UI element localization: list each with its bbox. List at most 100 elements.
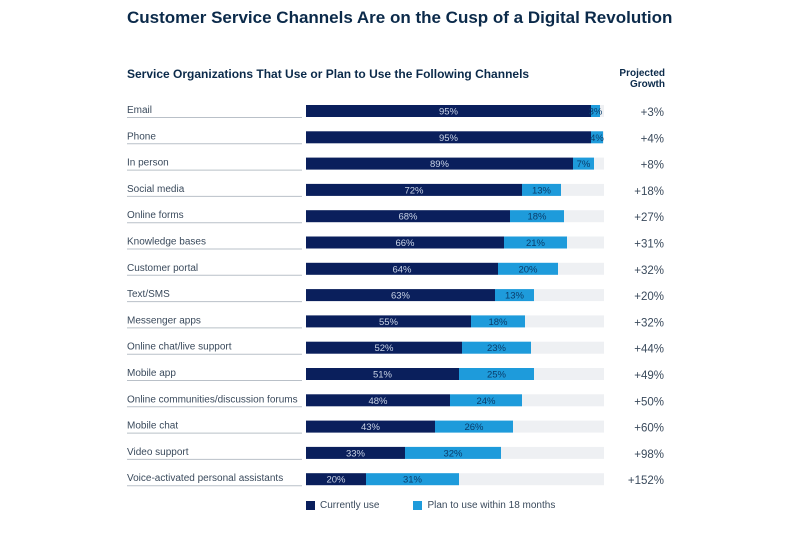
bar-current-text-sms (306, 289, 495, 302)
category-label-online-communities-discussion-forums: Online communities/discussion forums (127, 394, 298, 405)
category-label-messenger-apps: Messenger apps (127, 315, 201, 326)
category-label-email: Email (127, 105, 152, 116)
bar-current-mobile-app (306, 368, 459, 380)
chart-title: Customer Service Channels Are on the Cus… (127, 8, 673, 27)
value-label-current-online-forms: 68% (398, 212, 418, 223)
value-label-current-voice-activated-personal-assistants: 20% (326, 475, 346, 486)
value-label-plan-online-forms: 18% (527, 212, 547, 223)
legend-label-plan: Plan to use within 18 months (427, 500, 556, 511)
bar-current-customer-portal (306, 262, 498, 275)
legend-item-plan: Plan to use within 18 months (413, 500, 555, 511)
category-label-online-chat-live-support: Online chat/live support (127, 342, 232, 353)
legend-swatch-plan (413, 501, 423, 510)
category-label-customer-portal: Customer portal (127, 263, 198, 274)
projected-growth-mobile-chat: +60% (634, 423, 664, 435)
legend-swatch-current (306, 501, 315, 510)
value-label-plan-online-communities-discussion-forums: 24% (476, 396, 496, 407)
category-label-in-person: In person (127, 158, 169, 169)
bar-current-messenger-apps (306, 315, 471, 328)
category-label-mobile-chat: Mobile chat (127, 421, 178, 432)
bar-plan-mobile-app (459, 368, 534, 380)
bar-current-phone (306, 131, 591, 144)
value-label-plan-customer-portal: 20% (518, 264, 538, 275)
projected-growth-text-sms: +20% (634, 291, 664, 303)
value-label-plan-mobile-app: 25% (487, 370, 507, 381)
value-label-current-phone: 95% (439, 133, 459, 144)
value-label-plan-mobile-chat: 26% (464, 422, 484, 433)
bar-plan-messenger-apps (471, 315, 525, 328)
value-label-plan-in-person: 7% (577, 159, 591, 170)
value-label-current-knowledge-bases: 66% (395, 238, 415, 249)
value-label-plan-phone: 4% (590, 133, 604, 144)
value-label-current-mobile-app: 51% (373, 370, 393, 381)
legend-item-current: Currently use (306, 500, 379, 511)
bar-plan-social-media (522, 183, 561, 196)
bar-plan-email (591, 105, 600, 117)
bar-current-online-forms (306, 210, 510, 223)
category-label-knowledge-bases: Knowledge bases (127, 237, 206, 248)
bar-plan-mobile-chat (435, 420, 513, 433)
legend-label-current: Currently use (320, 500, 380, 511)
value-label-plan-messenger-apps: 18% (488, 317, 508, 328)
value-label-plan-knowledge-bases: 21% (526, 238, 546, 249)
projected-growth-email: +3% (641, 107, 664, 119)
category-label-phone: Phone (127, 131, 156, 142)
bar-current-online-communities-discussion-forums (306, 394, 450, 407)
projected-growth-social-media: +18% (634, 186, 664, 198)
projected-growth-header-line2: Growth (630, 79, 665, 90)
bar-current-mobile-chat (306, 420, 435, 433)
value-label-current-text-sms: 63% (391, 291, 411, 302)
bar-plan-online-communities-discussion-forums (450, 394, 522, 407)
value-label-plan-voice-activated-personal-assistants: 31% (403, 475, 423, 486)
value-label-current-mobile-chat: 43% (361, 422, 381, 433)
category-label-text-sms: Text/SMS (127, 289, 170, 300)
projected-growth-customer-portal: +32% (634, 265, 664, 277)
bar-plan-knowledge-bases (504, 236, 567, 249)
category-label-video-support: Video support (127, 447, 189, 458)
value-label-plan-email: 3% (589, 107, 603, 118)
bar-plan-video-support (405, 446, 501, 459)
bar-plan-voice-activated-personal-assistants (366, 473, 459, 486)
category-label-voice-activated-personal-assistants: Voice-activated personal assistants (127, 473, 283, 484)
category-label-online-forms: Online forms (127, 210, 184, 221)
bar-plan-online-forms (510, 210, 564, 223)
projected-growth-online-forms: +27% (634, 212, 664, 224)
bar-current-social-media (306, 183, 522, 196)
value-label-current-messenger-apps: 55% (379, 317, 399, 328)
bar-current-online-chat-live-support (306, 341, 462, 354)
projected-growth-knowledge-bases: +31% (634, 239, 664, 251)
bar-current-knowledge-bases (306, 236, 504, 249)
value-label-plan-social-media: 13% (532, 185, 552, 196)
bar-plan-text-sms (495, 289, 534, 302)
value-label-plan-online-chat-live-support: 23% (487, 343, 507, 354)
value-label-current-email: 95% (439, 107, 459, 118)
bar-plan-phone (591, 131, 603, 144)
value-label-plan-text-sms: 13% (505, 291, 525, 302)
value-label-current-online-communities-discussion-forums: 48% (368, 396, 388, 407)
bar-current-email (306, 105, 591, 117)
chart-subtitle: Service Organizations That Use or Plan t… (127, 67, 530, 81)
projected-growth-mobile-app: +49% (634, 370, 664, 382)
projected-growth-online-communities-discussion-forums: +50% (634, 396, 664, 408)
value-label-current-video-support: 33% (346, 448, 366, 459)
value-label-plan-video-support: 32% (443, 448, 463, 459)
projected-growth-header-line1: Projected (619, 68, 665, 79)
projected-growth-header: Projected Growth (610, 68, 665, 90)
bar-plan-in-person (573, 157, 594, 170)
projected-growth-online-chat-live-support: +44% (634, 344, 664, 356)
projected-growth-messenger-apps: +32% (634, 317, 664, 329)
bar-current-voice-activated-personal-assistants (306, 473, 366, 486)
chart-legend: Currently use Plan to use within 18 mont… (306, 500, 555, 511)
bar-plan-customer-portal (498, 262, 558, 275)
projected-growth-in-person: +8% (641, 160, 664, 172)
value-label-current-customer-portal: 64% (392, 264, 412, 275)
value-label-current-in-person: 89% (430, 159, 450, 170)
projected-growth-voice-activated-personal-assistants: +152% (628, 475, 664, 487)
projected-growth-video-support: +98% (634, 449, 664, 461)
bar-plan-online-chat-live-support (462, 341, 531, 354)
bar-current-video-support (306, 446, 405, 459)
value-label-current-social-media: 72% (404, 185, 424, 196)
category-label-mobile-app: Mobile app (127, 368, 176, 379)
projected-growth-phone: +4% (641, 133, 664, 145)
